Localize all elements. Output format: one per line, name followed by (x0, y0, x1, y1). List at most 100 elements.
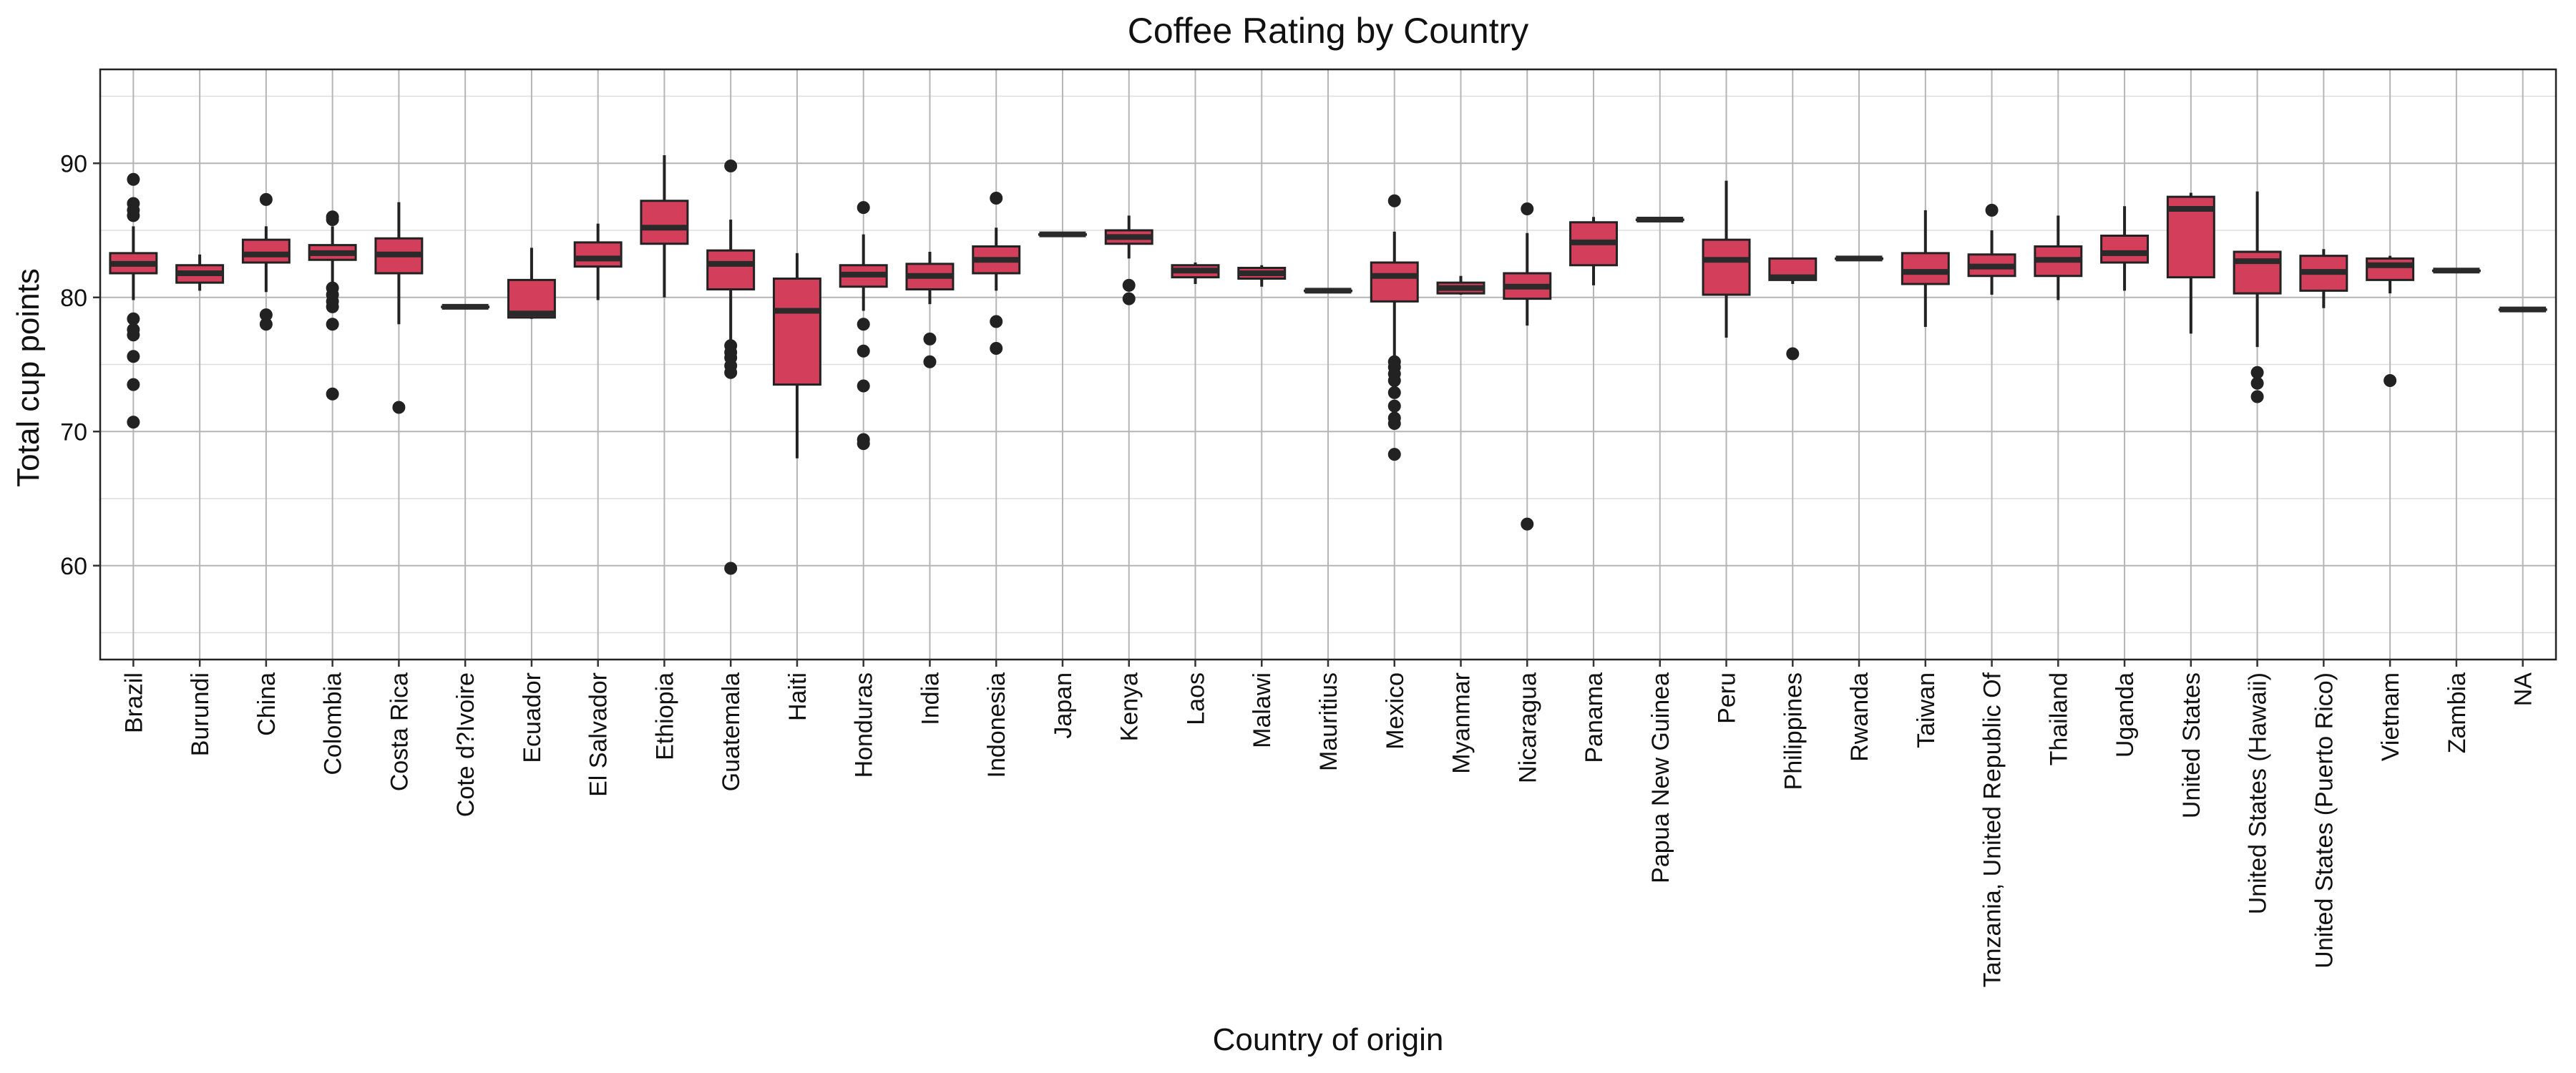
box-group (308, 210, 357, 401)
box-group (2034, 215, 2083, 300)
x-tick-label: India (917, 672, 944, 725)
x-tick-label: El Salvador (585, 672, 613, 797)
x-axis-title: Country of origin (1213, 1022, 1444, 1057)
box-group (1237, 265, 1287, 287)
box (1702, 238, 1751, 296)
outlier-point (1122, 292, 1136, 305)
outlier-point (127, 416, 140, 429)
y-tick-label: 70 (60, 418, 87, 446)
outlier-point (2384, 374, 2397, 387)
box-group (2366, 255, 2415, 387)
box-group (2431, 268, 2481, 274)
grid-lines (100, 69, 2556, 660)
outlier-point (857, 318, 870, 331)
axes: 60 70 80 90 Brazil Burundi China Colombia Costa … (60, 150, 2537, 987)
box-group (374, 202, 424, 414)
outlier-point (326, 300, 339, 313)
outlier-point (724, 160, 738, 172)
outlier-point (990, 342, 1003, 355)
x-tick-label: Costa Rica (386, 672, 413, 791)
x-tick-label: Cote d?Ivoire (452, 672, 479, 817)
box-group (972, 192, 1021, 355)
outlier-point (259, 192, 273, 206)
outlier-point (1786, 347, 1800, 361)
outlier-point (1387, 399, 1401, 413)
boxes (109, 155, 2547, 575)
x-tick-label: Haiti (784, 672, 811, 721)
x-tick-label: Colombia (320, 672, 347, 775)
box-group (640, 155, 689, 298)
box-group (2299, 249, 2348, 308)
x-tick-label: Vietnam (2377, 672, 2404, 761)
x-tick-label: Mauritius (1315, 672, 1342, 771)
box-group (175, 254, 225, 291)
box-group (2233, 191, 2282, 403)
x-tick-label: Myanmar (1448, 672, 1475, 774)
box-group (1569, 217, 1618, 285)
outlier-point (923, 355, 937, 368)
box-group (441, 303, 490, 310)
box-group (1702, 180, 1751, 338)
x-tick-label: Tanzania, United Republic Of (1979, 672, 2006, 987)
outlier-point (923, 332, 937, 346)
outlier-point (127, 350, 140, 363)
box (706, 249, 756, 290)
x-tick-label: Panama (1581, 672, 1608, 763)
box-group (2166, 192, 2215, 334)
x-tick-label: Rwanda (1846, 672, 1873, 762)
y-tick-label: 90 (60, 150, 87, 177)
x-tick-label: Ethiopia (651, 672, 678, 760)
box (2366, 257, 2415, 281)
box (1370, 261, 1419, 303)
outlier-point (127, 328, 140, 342)
box-group (706, 160, 756, 575)
box (2100, 235, 2150, 264)
outlier-point (2250, 366, 2264, 379)
box-group (1503, 202, 1552, 531)
y-tick-label: 80 (60, 285, 87, 312)
x-tick-label: Peru (1714, 672, 1741, 724)
x-tick-label: United States (2178, 672, 2205, 818)
outlier-point (990, 192, 1003, 205)
box-group (573, 223, 623, 300)
box-group (1304, 288, 1352, 294)
outlier-point (127, 312, 140, 325)
x-tick-label: Malawi (1249, 672, 1276, 748)
outlier-point (1387, 417, 1401, 430)
outlier-point (2250, 390, 2264, 403)
outlier-point (259, 308, 273, 322)
box-group (1768, 257, 1818, 361)
box-group (241, 192, 291, 331)
box-group (839, 201, 888, 451)
outlier-point (127, 378, 140, 391)
outlier-point (1387, 194, 1401, 207)
y-axis-title: Total cup points (11, 268, 46, 487)
outlier-point (1521, 202, 1534, 215)
x-tick-label: Taiwan (1913, 672, 1940, 748)
x-tick-label: Uganda (2112, 672, 2139, 758)
outlier-point (326, 213, 339, 226)
box (573, 241, 623, 268)
x-tick-label: Laos (1182, 672, 1209, 725)
x-tick-label: Burundi (187, 672, 214, 756)
outlier-point (1387, 448, 1401, 461)
outlier-point (1122, 278, 1136, 292)
x-tick-label: Nicaragua (1514, 672, 1541, 783)
outlier-point (724, 562, 738, 575)
outlier-point (857, 344, 870, 358)
x-tick-label: United States (Hawaii) (2245, 672, 2272, 914)
outlier-point (990, 315, 1003, 328)
box-group (1171, 263, 1220, 284)
y-tick-label: 60 (60, 553, 87, 580)
chart-title: Coffee Rating by Country (1128, 11, 1529, 51)
outlier-point (1387, 386, 1401, 399)
box-group (1901, 210, 1950, 327)
x-tick-label: Brazil (120, 672, 147, 733)
outlier-point (857, 437, 870, 451)
outlier-point (127, 209, 140, 222)
box-group (1370, 194, 1419, 461)
outlier-point (127, 172, 140, 186)
x-tick-label: Guatemala (718, 672, 745, 791)
